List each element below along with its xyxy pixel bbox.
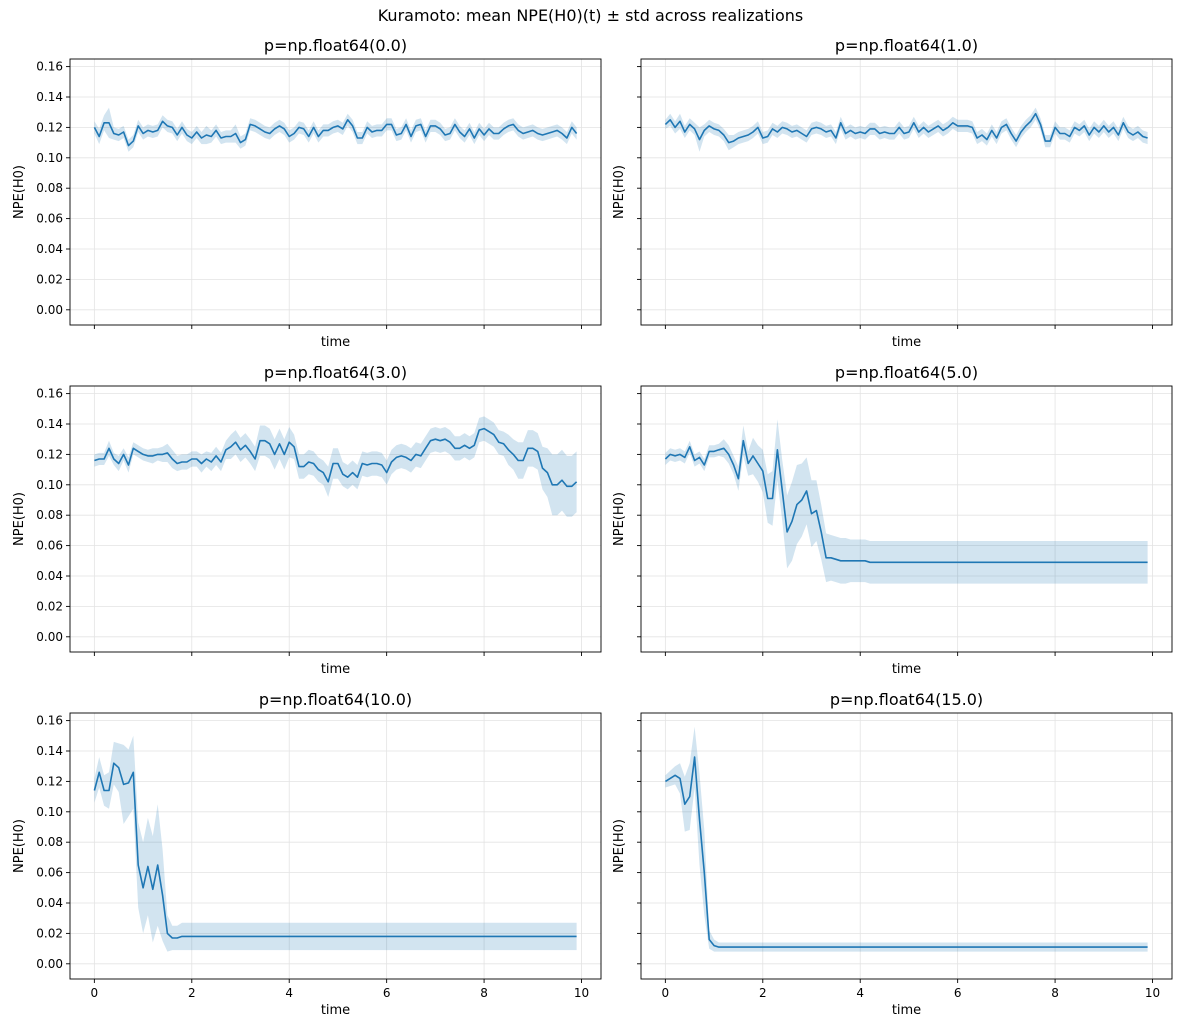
y-tick-label: 0.14 — [36, 417, 63, 431]
y-tick-label: 0.10 — [36, 151, 63, 165]
mean-line — [664, 112, 1148, 144]
y-tick-label: 0.12 — [36, 120, 63, 134]
y-tick-label: 0.04 — [36, 896, 63, 910]
subplot-title: p=np.float64(1.0) — [835, 36, 978, 55]
mean-line — [93, 119, 578, 147]
y-tick-label: 0.12 — [36, 447, 63, 461]
y-tick-label: 0.16 — [36, 387, 63, 401]
x-tick-label: 6 — [383, 986, 391, 1000]
y-tick-label: 0.06 — [36, 212, 63, 226]
y-tick-label: 0.06 — [36, 539, 63, 553]
x-axis-label: time — [321, 662, 350, 677]
figure-title: Kuramoto: mean NPE(H0)(t) ± std across r… — [377, 6, 804, 25]
subplot-title: p=np.float64(3.0) — [264, 363, 407, 382]
x-tick-label: 10 — [1145, 986, 1160, 1000]
y-tick-label: 0.12 — [36, 774, 63, 788]
y-tick-label: 0.08 — [36, 835, 63, 849]
y-axis-label: NPE(H0) — [612, 165, 627, 219]
x-tick-label: 8 — [480, 986, 488, 1000]
x-axis-label: time — [892, 335, 921, 350]
x-tick-label: 4 — [856, 986, 864, 1000]
mean-line — [664, 756, 1148, 948]
y-tick-label: 0.00 — [36, 957, 63, 971]
x-tick-label: 4 — [285, 986, 293, 1000]
x-tick-label: 2 — [188, 986, 196, 1000]
std-band — [94, 735, 577, 952]
y-tick-label: 0.02 — [36, 272, 63, 286]
std-band — [94, 416, 577, 517]
y-tick-label: 0.02 — [36, 599, 63, 613]
mean-line — [664, 439, 1148, 564]
axes-frame — [69, 58, 602, 326]
y-tick-label: 0.16 — [36, 60, 63, 74]
y-tick-label: 0.16 — [36, 714, 63, 728]
y-axis-label: NPE(H0) — [12, 819, 27, 873]
x-tick-label: 8 — [1051, 986, 1059, 1000]
axes-frame — [69, 712, 602, 980]
x-axis-label: time — [892, 662, 921, 677]
x-axis-label: time — [892, 1003, 921, 1018]
y-tick-label: 0.02 — [36, 926, 63, 940]
y-tick-label: 0.10 — [36, 805, 63, 819]
subplot-title: p=np.float64(10.0) — [259, 690, 412, 709]
subplot-5: 0 2 4 6 8 10 p=np.float64(15.0) time NPE(H0) — [612, 690, 1173, 1018]
x-tick-label: 10 — [574, 986, 589, 1000]
y-tick-label: 0.10 — [36, 478, 63, 492]
y-axis-label: NPE(H0) — [12, 492, 27, 546]
x-tick-label: 0 — [662, 986, 670, 1000]
x-axis-label: time — [321, 1003, 350, 1018]
y-tick-label: 0.14 — [36, 744, 63, 758]
axes-frame — [640, 712, 1173, 980]
y-tick-label: 0.00 — [36, 630, 63, 644]
axes-frame — [640, 385, 1173, 653]
std-band — [94, 107, 577, 152]
y-tick-label: 0.06 — [36, 866, 63, 880]
y-tick-label: 0.08 — [36, 508, 63, 522]
subplot-title: p=np.float64(15.0) — [830, 690, 983, 709]
y-axis-label: NPE(H0) — [612, 492, 627, 546]
y-tick-label: 0.00 — [36, 303, 63, 317]
axes-frame — [640, 58, 1173, 326]
y-tick-label: 0.14 — [36, 90, 63, 104]
y-tick-label: 0.04 — [36, 569, 63, 583]
std-band — [665, 726, 1148, 952]
y-tick-label: 0.08 — [36, 181, 63, 195]
x-axis-label: time — [321, 335, 350, 350]
subplot-title: p=np.float64(0.0) — [264, 36, 407, 55]
subplot-4: 0 2 4 6 8 10 0.00 0.02 0.04 0.06 0.08 0.10 0.12 0.14 0… — [12, 690, 602, 1018]
std-band — [665, 107, 1148, 152]
subplot-1: p=np.float64(1.0) time NPE(H0) — [612, 36, 1173, 350]
mean-line — [93, 762, 577, 939]
subplot-3: p=np.float64(5.0) time NPE(H0) — [612, 363, 1173, 677]
y-tick-label: 0.04 — [36, 242, 63, 256]
y-axis-label: NPE(H0) — [12, 165, 27, 219]
x-tick-label: 6 — [954, 986, 962, 1000]
axes-frame — [69, 385, 602, 653]
subplot-2: 0.00 0.02 0.04 0.06 0.08 0.10 0.12 0.14 0.16 p=np… — [12, 363, 602, 677]
subplot-title: p=np.float64(5.0) — [835, 363, 978, 382]
std-band — [665, 419, 1148, 584]
x-tick-label: 2 — [759, 986, 767, 1000]
x-tick-label: 0 — [91, 986, 99, 1000]
mean-line — [94, 427, 578, 488]
y-axis-label: NPE(H0) — [612, 819, 627, 873]
subplot-0: 0.00 0.02 0.04 0.06 0.08 0.10 0.12 0.14 0.16 p=np… — [12, 36, 602, 350]
